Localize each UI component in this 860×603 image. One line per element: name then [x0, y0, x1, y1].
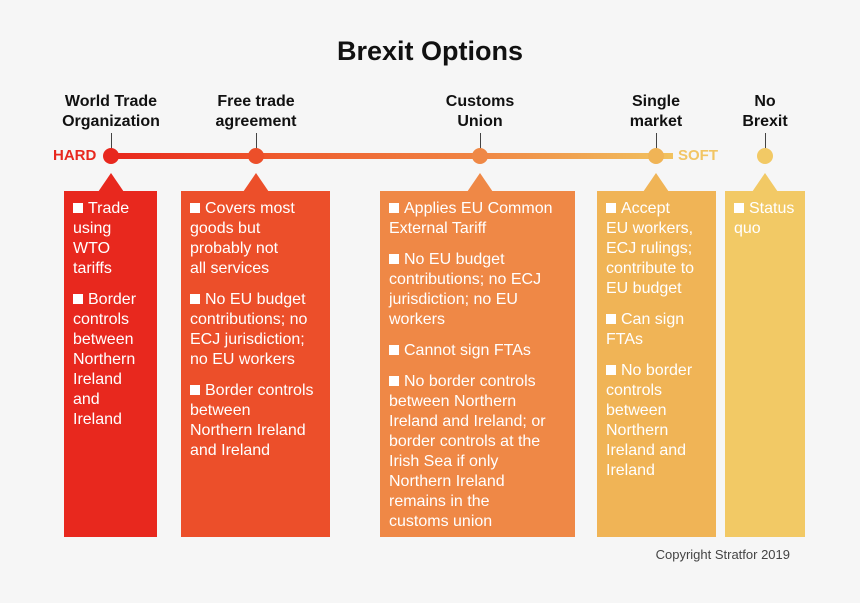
- pointer-triangle: [752, 173, 778, 192]
- option-box: Trade using WTO tariffs Border controls b…: [64, 191, 157, 537]
- bullet-item: Border controls between Northern Ireland…: [190, 381, 321, 461]
- option-label: World Trade Organization: [62, 93, 160, 130]
- hard-label: HARD: [53, 147, 97, 164]
- option-box: Covers most goods but probably not all s…: [181, 191, 330, 537]
- copyright: Copyright Stratfor 2019: [655, 547, 790, 562]
- scale-dot: [248, 148, 264, 164]
- bullet-item: Can sign FTAs: [606, 310, 707, 350]
- option-label: Customs Union: [445, 93, 515, 130]
- scale-dot: [472, 148, 488, 164]
- hard-soft-scale-line: [111, 153, 673, 159]
- bullet-item: Cannot sign FTAs: [389, 341, 566, 361]
- option-label: No Brexit: [742, 93, 788, 130]
- scale-dot: [648, 148, 664, 164]
- option-label: Free trade agreement: [215, 93, 297, 130]
- bullet-item: Covers most goods but probably not all s…: [190, 199, 321, 279]
- bullet-item: Applies EU Common External Tariff: [389, 199, 566, 239]
- bullet-item: No border controls between Northern Irel…: [389, 372, 566, 532]
- connector-tick: [765, 133, 766, 153]
- bullet-item: Border controls between Northern Ireland…: [73, 290, 148, 430]
- page-title: Brexit Options: [336, 36, 524, 66]
- bullet-item: No EU budget contributions; no ECJ juris…: [389, 250, 566, 330]
- option-box: Accept EU workers, ECJ rulings; contribu…: [597, 191, 716, 537]
- connector-tick: [480, 133, 481, 153]
- pointer-triangle: [98, 173, 124, 192]
- bullet-item: Status quo: [734, 200, 795, 237]
- bullet-item: Trade using WTO tariffs: [73, 199, 148, 279]
- pointer-triangle: [643, 173, 669, 192]
- soft-label: SOFT: [678, 147, 718, 164]
- option-box: Applies EU Common External Tariff No EU b…: [380, 191, 575, 537]
- option-box: Status quo: [725, 191, 805, 537]
- bullet-item: No EU budget contributions; no ECJ juris…: [190, 290, 321, 370]
- connector-tick: [256, 133, 257, 153]
- bullet-item: No border controls between Northern Irel…: [606, 361, 707, 481]
- scale-dot: [103, 148, 119, 164]
- bullet-item: Accept EU workers, ECJ rulings; contribu…: [606, 199, 707, 299]
- scale-dot: [757, 148, 773, 164]
- pointer-triangle: [243, 173, 269, 192]
- connector-tick: [656, 133, 657, 153]
- option-label: Single market: [629, 93, 683, 130]
- connector-tick: [111, 133, 112, 153]
- pointer-triangle: [467, 173, 493, 192]
